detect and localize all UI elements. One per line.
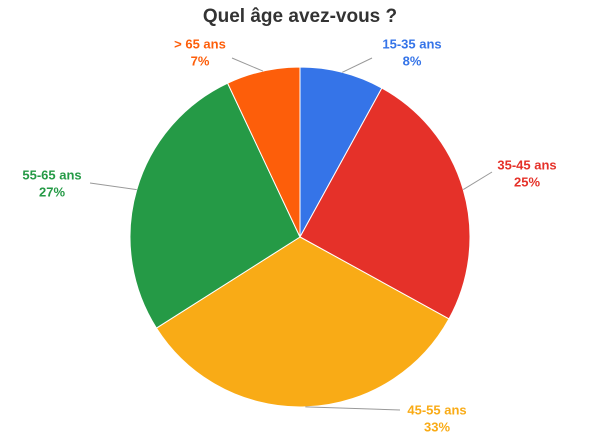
leader-line	[231, 57, 264, 72]
slice-label: 45-55 ans	[407, 402, 466, 417]
leader-line	[462, 171, 493, 190]
slice-label: 55-65 ans	[22, 167, 81, 182]
chart-title: Quel âge avez-vous ?	[203, 6, 397, 27]
slice-value-label: 25%	[514, 174, 540, 189]
pie-slice	[226, 66, 301, 238]
pie-slice	[155, 236, 450, 408]
slice-value-label: 7%	[191, 53, 210, 68]
slice-label: 15-35 ans	[382, 36, 441, 51]
slice-value-label: 33%	[424, 419, 450, 434]
pie-slice	[299, 87, 471, 320]
slice-label: 35-45 ans	[497, 157, 556, 172]
slice-label: > 65 ans	[174, 36, 226, 51]
leader-line	[342, 57, 373, 73]
slice-value-label: 8%	[403, 53, 422, 68]
leader-line	[305, 406, 401, 411]
slice-value-label: 27%	[39, 184, 65, 199]
leader-line	[89, 182, 137, 191]
pie-slice	[129, 82, 301, 329]
